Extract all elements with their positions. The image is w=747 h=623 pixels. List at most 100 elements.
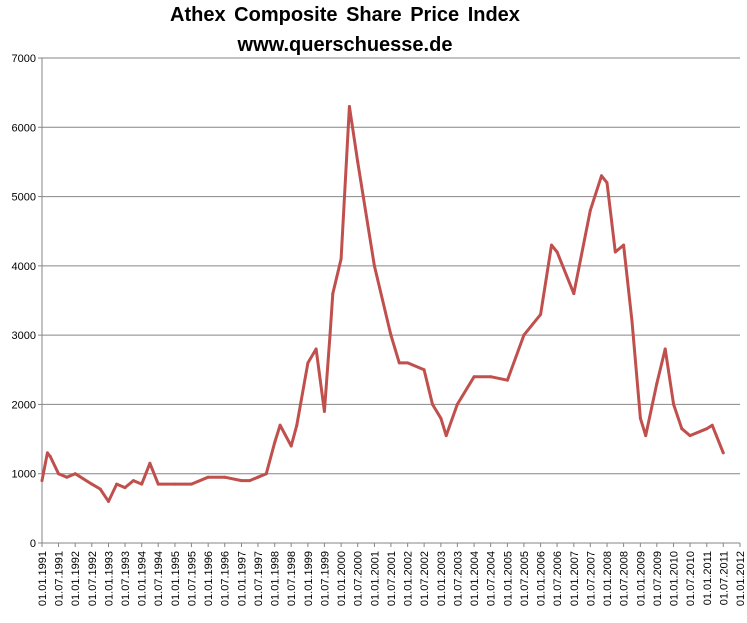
data-point [131,479,135,483]
y-axis-ticks: 0 1000 2000 3000 4000 5000 6000 7000 [12,53,42,550]
data-point [721,451,725,455]
data-point [539,312,543,316]
data-point [273,441,277,444]
chart-title: Athex Composite Share Price Index [170,4,520,26]
x-tick-label: 01.07.2011 [718,551,730,605]
y-tick-label: 3000 [12,330,36,342]
x-tick-label: 01.01.2008 [602,551,614,606]
data-point [672,402,676,406]
x-tick-label: 01.07.2009 [652,551,664,606]
data-point [322,409,326,413]
data-point [115,482,119,486]
data-point [289,444,293,448]
data-point [397,361,401,365]
y-tick-label: 4000 [12,261,36,273]
data-point [644,434,648,438]
data-point [264,472,268,476]
data-point [73,472,77,476]
y-tick-label: 5000 [12,192,36,204]
x-tick-label: 01.01.1991 [37,551,49,606]
data-point [248,479,252,483]
x-tick-label: 01.07.2002 [419,551,431,606]
data-point [65,475,69,479]
data-point [572,292,576,296]
data-point [156,482,160,486]
y-tick-label: 6000 [12,122,36,134]
x-tick-label: 01.07.2007 [585,551,597,606]
x-tick-label: 01.01.2004 [469,551,481,606]
data-point [710,423,714,427]
data-point [206,475,210,479]
x-tick-label: 01.01.1992 [70,551,82,606]
data-point [613,250,617,254]
data-point [630,319,634,323]
data-point [406,361,410,365]
x-tick-label: 01.01.1998 [270,551,282,606]
data-point [422,368,426,372]
data-point [680,427,684,431]
series-line [40,105,725,503]
x-tick-label: 01.01.2011 [702,551,714,605]
x-tick-label: 01.01.1997 [236,551,248,606]
data-point [306,361,310,365]
y-tick-label: 0 [30,538,36,550]
x-tick-label: 01.01.2005 [502,551,514,606]
x-tick-label: 01.01.2007 [569,551,581,606]
data-point [223,475,227,479]
x-tick-label: 01.07.2003 [452,551,464,606]
data-point [90,482,94,486]
data-point [45,451,49,455]
data-point [356,160,360,164]
chart-subtitle: www.querschuesse.de [237,34,453,56]
data-point [605,181,609,185]
x-tick-label: 01.01.1996 [203,551,215,606]
data-point [439,416,443,420]
data-point [588,208,592,212]
x-tick-label: 01.01.2010 [669,551,681,606]
x-tick-label: 01.07.1997 [253,551,265,606]
x-tick-label: 01.01.1993 [104,551,116,606]
data-point [98,487,102,491]
data-point [655,382,659,386]
data-point [347,105,351,108]
data-point [638,416,642,420]
data-point [389,333,393,337]
data-point [431,402,434,406]
data-point [444,434,448,438]
data-point [663,347,667,351]
x-tick-label: 01.07.2001 [386,551,398,606]
data-point [705,427,709,431]
x-tick-label: 01.07.1993 [120,551,132,606]
x-tick-label: 01.07.1998 [286,551,298,606]
x-tick-label: 01.01.2002 [403,551,415,606]
x-tick-label: 01.07.2004 [486,551,498,606]
data-point [688,434,692,438]
x-tick-label: 01.01.2006 [536,551,548,606]
x-tick-label: 01.01.1995 [170,551,182,606]
x-tick-label: 01.07.1994 [153,551,165,606]
data-point [489,375,493,379]
data-point [339,257,343,261]
data-point [622,243,626,247]
x-tick-label: 01.07.1991 [53,551,65,606]
x-tick-label: 01.01.2000 [336,551,348,606]
x-tick-label: 01.01.1999 [303,551,315,606]
series [40,105,725,503]
x-tick-label: 01.01.2009 [635,551,647,606]
data-point [372,264,376,268]
x-axis-ticks: 01.01.1991 01.07.1991 01.01.1992 01.07.1992… [37,543,747,606]
data-point [472,375,476,379]
data-point [107,499,110,503]
data-point [123,486,127,490]
x-tick-label: 01.01.2012 [735,551,747,606]
x-tick-label: 01.07.1999 [319,551,331,606]
x-tick-label: 01.07.1996 [220,551,232,606]
data-point [48,454,52,458]
x-tick-label: 01.01.2003 [436,551,448,606]
x-tick-label: 01.07.1995 [186,551,198,606]
data-point [600,174,603,178]
x-tick-label: 01.07.2000 [353,551,365,606]
data-point [256,475,260,479]
data-point [328,333,332,337]
